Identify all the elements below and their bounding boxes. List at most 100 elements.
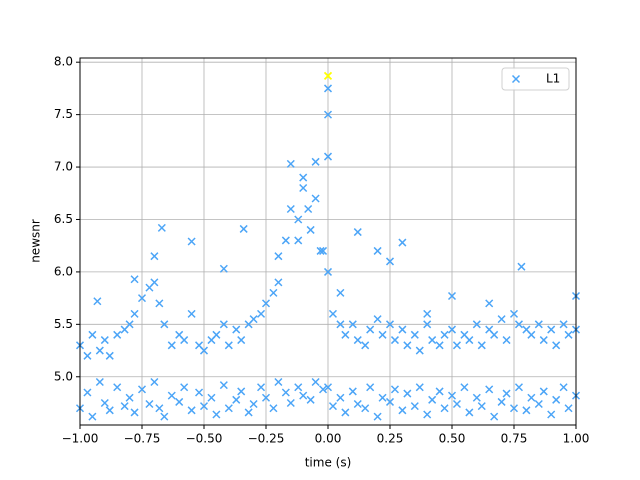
point [294,215,303,224]
point [95,377,104,387]
point [447,291,457,301]
point [130,309,139,318]
point [100,398,109,408]
point [452,341,461,350]
point [390,336,399,345]
point [130,275,139,284]
point [460,383,469,392]
point [319,246,328,255]
point [353,336,362,345]
point [294,236,303,245]
point [527,393,536,402]
x-tick-label: −0.25 [248,432,285,446]
point [224,341,233,350]
point [219,320,228,329]
legend-label: L1 [546,72,560,86]
point [361,341,370,350]
point [137,294,147,303]
point [341,408,350,417]
point [336,288,345,297]
point [299,183,308,193]
y-tick-label: 5.5 [54,317,73,331]
point [341,330,350,339]
point [423,320,432,329]
point [323,84,333,93]
point [299,173,308,182]
point [552,341,561,350]
point [88,330,97,339]
point [472,393,481,402]
point [175,397,184,406]
point [113,383,122,392]
point [155,404,164,413]
point [477,341,486,350]
point [552,395,561,404]
point [373,315,382,324]
legend-marker [511,74,521,84]
point [534,399,543,409]
point [239,224,248,233]
point [547,410,556,419]
point [366,325,375,334]
point [440,404,449,413]
point [257,383,266,392]
point [281,236,290,245]
point [398,325,407,334]
point [509,404,519,413]
point [232,395,241,404]
point [257,309,266,318]
highlight-point [323,71,333,80]
point [274,377,283,387]
point [398,406,407,415]
x-tick-label: −1.00 [62,432,99,446]
point [88,412,97,421]
point [564,404,573,413]
point [378,330,387,339]
point [497,315,506,324]
point [428,336,437,345]
plot-frame [79,57,577,426]
point [224,404,233,413]
point [311,377,320,387]
point [385,397,395,406]
point [490,412,499,421]
point [336,393,345,402]
point [286,159,295,168]
y-tick-label: 6.0 [54,264,73,278]
point [167,391,176,400]
y-axis-label: newsnr [29,219,43,263]
point [150,278,159,287]
point [485,385,494,394]
point [155,299,164,308]
point [517,262,526,271]
point [160,412,169,421]
point [306,395,315,404]
point [249,315,258,324]
point [304,204,313,214]
point [212,410,221,419]
point [323,267,333,276]
point [564,330,573,339]
point [150,252,159,261]
point [167,341,176,350]
point [207,393,216,402]
x-tick-label: 0.75 [501,432,528,446]
point [180,336,189,345]
point [385,257,395,266]
point [497,397,506,406]
point [353,228,362,237]
x-tick-label: 1.00 [563,432,590,446]
point [361,404,370,413]
point [328,309,337,318]
point [120,402,129,411]
point [502,389,511,398]
point [323,383,333,392]
point [415,383,424,392]
point [390,385,399,394]
point [373,412,382,421]
point [403,341,412,350]
point [398,238,407,247]
point [385,320,395,329]
point [502,336,511,345]
point [348,320,357,329]
